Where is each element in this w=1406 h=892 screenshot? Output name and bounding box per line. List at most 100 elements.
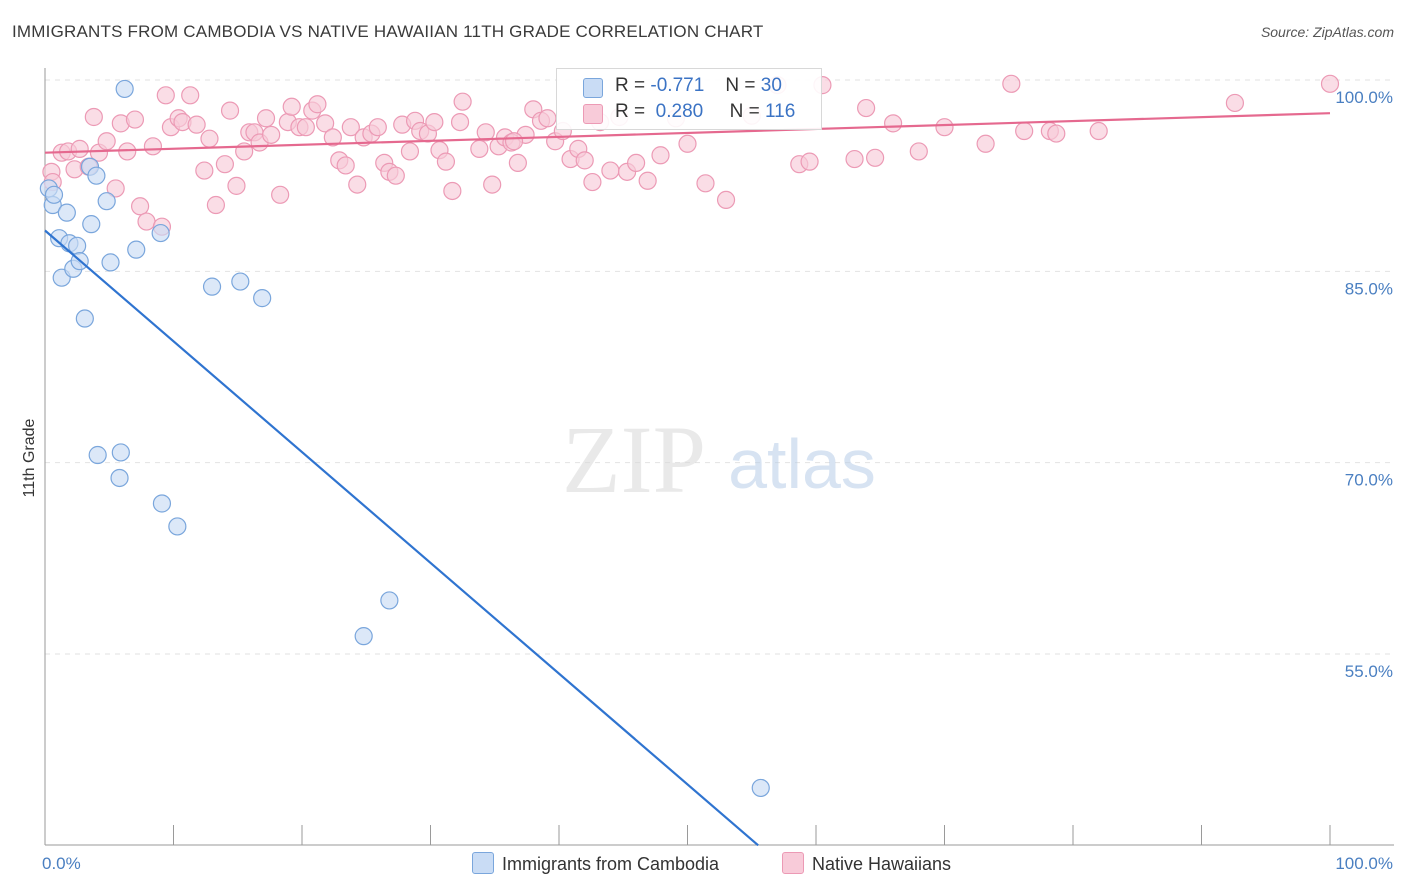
legend-n-label: N = [729, 101, 760, 122]
watermark: ZIP atlas [562, 406, 876, 513]
hawaiian-point [483, 175, 502, 194]
y-tick-label: 85.0% [1345, 279, 1393, 298]
hawaiian-point [696, 174, 715, 193]
hawaiian-point [143, 137, 163, 156]
cambodia-point [168, 517, 187, 536]
cambodia-point [44, 185, 64, 204]
legend-r-value-hawaiian: 0.280 [655, 101, 704, 122]
cambodia-point [127, 240, 146, 259]
hawaiian-point [866, 148, 885, 167]
hawaiian-point [84, 107, 103, 127]
cambodia-point [101, 253, 120, 272]
hawaiian-point [262, 125, 281, 144]
hawaiian-point [386, 166, 405, 185]
watermark-atlas: atlas [728, 425, 876, 503]
hawaiian-point [181, 86, 200, 105]
cambodia-swatch [583, 78, 603, 98]
chart-title: IMMIGRANTS FROM CAMBODIA VS NATIVE HAWAI… [12, 22, 764, 41]
hawaiian-point [130, 197, 150, 216]
cambodia-point [231, 272, 250, 291]
hawaiian-point [195, 161, 214, 180]
hawaiian-point [443, 181, 462, 201]
hawaiian-point [678, 134, 697, 153]
hawaiian-point [1320, 74, 1340, 93]
y-axis-label: 11th Grade [21, 418, 38, 497]
cambodia-point [57, 203, 76, 222]
hawaiian-point [436, 152, 456, 171]
hawaiian-trend-line [44, 112, 1331, 154]
cambodia-point [97, 192, 116, 211]
hawaiian-point [1015, 121, 1034, 141]
hawaiian-point [626, 153, 646, 173]
hawaiian-points [42, 74, 1340, 236]
x-tick-label-min: 0.0% [42, 854, 81, 873]
watermark-zip: ZIP [562, 406, 706, 513]
hawaiian-point [976, 134, 995, 153]
y-tick-label: 55.0% [1345, 662, 1393, 681]
hawaiian-point [156, 86, 175, 105]
legend-n-label: N = [725, 75, 756, 96]
hawaiian-point [282, 97, 301, 116]
hawaiian-point [1089, 121, 1108, 141]
legend-n-value-hawaiian: 116 [765, 101, 796, 122]
cambodia-point [202, 277, 222, 296]
hawaiian-point [341, 118, 360, 137]
legend-r-label: R = [615, 75, 646, 96]
grid-lines [45, 79, 1394, 655]
hawaiian-point [857, 98, 876, 118]
hawaiian-point [316, 114, 335, 133]
hawaiian-swatch [583, 104, 603, 124]
hawaiian-point [1225, 93, 1245, 113]
hawaiian-point [187, 115, 206, 134]
hawaiian-legend-label: Native Hawaiians [812, 854, 952, 874]
hawaiian-point [348, 175, 367, 194]
hawaiian-point [215, 155, 234, 174]
cambodia-point [111, 443, 130, 462]
cambodia-point [75, 309, 94, 328]
hawaiian-point [308, 95, 327, 114]
hawaiian-point [935, 118, 954, 137]
hawaiian-point [800, 152, 819, 171]
hawaiian-point [575, 151, 594, 170]
hawaiian-point [70, 139, 89, 158]
legend-r-value-cambodia: -0.771 [650, 75, 705, 96]
hawaiian-point [716, 190, 736, 210]
cambodia-trend-line [44, 229, 759, 847]
cambodia-point [354, 627, 373, 646]
hawaiian-point [125, 110, 145, 129]
hawaiian-point [476, 123, 495, 142]
hawaiian-point [220, 101, 240, 120]
stats-legend: R = -0.771 N = 30 R = 0.280 N = 116 [556, 68, 822, 130]
bottom-legend-hawaiian: Native Hawaiians [782, 852, 951, 875]
cambodia-points [39, 79, 770, 798]
source-credit: Source: ZipAtlas.com [1260, 24, 1394, 40]
hawaiian-point [296, 118, 315, 137]
hawaiian-point [538, 109, 557, 128]
hawaiian-point [638, 171, 657, 190]
hawaiian-point [336, 156, 355, 175]
hawaiian-point [206, 195, 226, 215]
hawaiian-point [1002, 74, 1021, 93]
hawaiian-point [400, 142, 420, 161]
cambodia-point [82, 215, 101, 234]
hawaiian-point [508, 153, 527, 173]
hawaiian-point [200, 129, 219, 148]
hawaiian-point [137, 212, 156, 231]
cambodia-point [88, 445, 107, 465]
hawaiian-point [425, 112, 444, 132]
hawaiian-point [883, 114, 903, 133]
hawaiian-point [845, 149, 864, 169]
cambodia-point [151, 223, 170, 243]
legend-n-value-cambodia: 30 [760, 75, 782, 96]
hawaiian-point [583, 172, 602, 192]
cambodia-point [115, 79, 134, 99]
cambodia-legend-label: Immigrants from Cambodia [502, 854, 720, 874]
x-tick-label-max: 100.0% [1335, 854, 1393, 873]
bottom-legend-cambodia: Immigrants from Cambodia [472, 852, 719, 875]
cambodia-point [110, 468, 129, 488]
hawaiian-point [470, 139, 489, 158]
cambodia-point [152, 494, 172, 513]
cambodia-point [751, 778, 770, 798]
trend-lines [44, 112, 1331, 847]
